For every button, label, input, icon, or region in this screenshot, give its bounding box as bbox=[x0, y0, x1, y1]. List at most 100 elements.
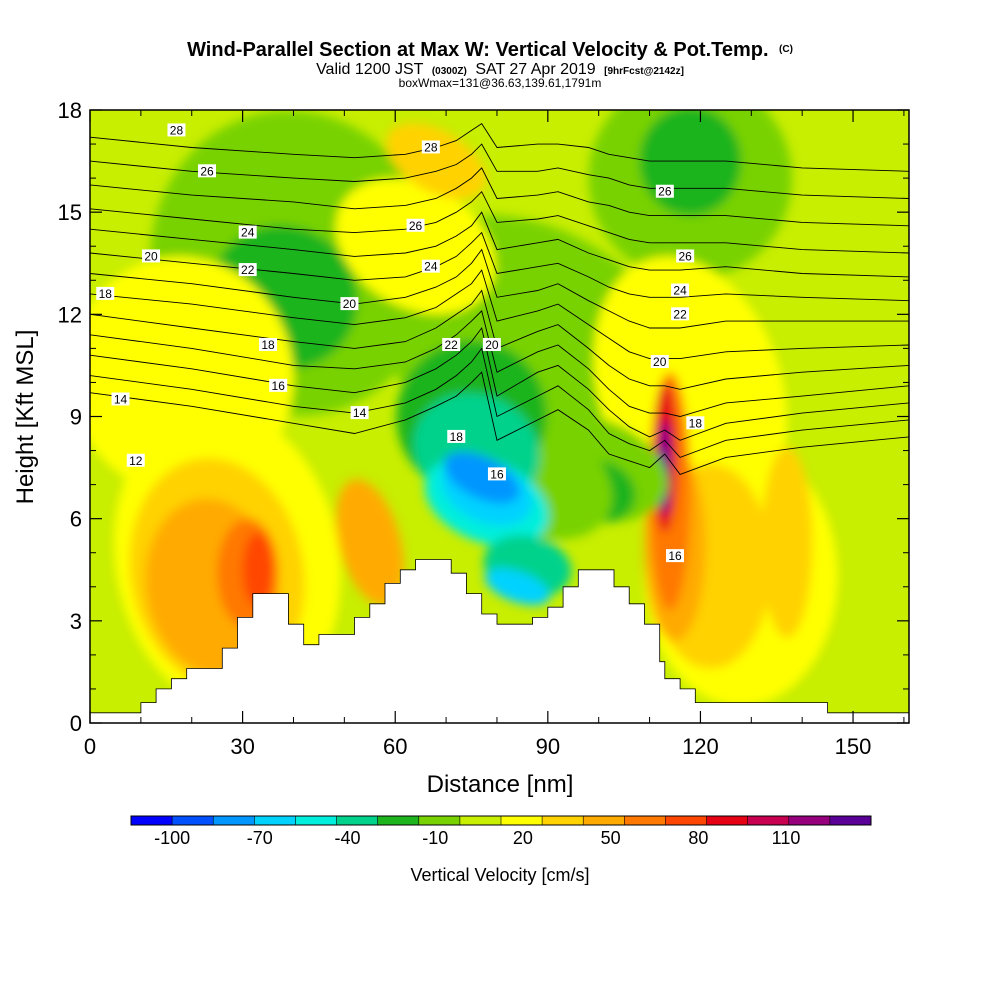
contour-label-bg bbox=[442, 337, 461, 351]
y-tick-label: 3 bbox=[70, 609, 82, 634]
contour-label: 18 bbox=[259, 337, 278, 352]
colorbar-swatch bbox=[295, 816, 338, 825]
contour-label-bg bbox=[421, 259, 440, 273]
theta-contour bbox=[90, 167, 909, 227]
contour-label-bg bbox=[650, 355, 669, 369]
terrain bbox=[90, 559, 909, 723]
colorbar-swatch bbox=[706, 816, 749, 825]
chart-subtitle-2: boxWmax=131@36.63,139.61,1791m bbox=[399, 76, 602, 90]
contour-label: 20 bbox=[142, 249, 161, 263]
colorbar-tick-label: 20 bbox=[513, 828, 533, 848]
contour-label-text: 28 bbox=[170, 123, 184, 137]
theta-contour bbox=[90, 231, 909, 302]
contour-label: 26 bbox=[655, 184, 674, 199]
colorbar-swatch bbox=[377, 816, 420, 825]
y-tick-label: 15 bbox=[58, 200, 82, 225]
theta-contour bbox=[90, 347, 909, 458]
x-axis: 0 30 60 90 120 150 bbox=[84, 110, 905, 759]
theta-contour bbox=[90, 190, 909, 254]
plot-area: 28 26 24 22 20 18 20 18 16 14 14 12 28 26 24 22 20 18 16 26… bbox=[90, 110, 909, 723]
contour-label: 24 bbox=[238, 225, 257, 240]
contour-label-bg bbox=[340, 297, 359, 311]
colorbar-swatch bbox=[829, 816, 872, 825]
x-tick-label: 90 bbox=[536, 734, 560, 759]
colorbar-tick-label: 50 bbox=[601, 828, 621, 848]
subtitle-forecast: [9hrFcst@2142z] bbox=[604, 66, 684, 77]
colorbar-swatch bbox=[172, 816, 214, 825]
colorbar-tick-label: 110 bbox=[772, 828, 801, 848]
colorbar-tick-label: -40 bbox=[335, 828, 361, 848]
contour-label-bg bbox=[126, 453, 145, 467]
contour-label: 14 bbox=[111, 392, 130, 406]
colorbar-swatch bbox=[418, 816, 461, 825]
contour-label: 16 bbox=[269, 378, 288, 393]
contour-label: 22 bbox=[238, 263, 257, 277]
theta-contour bbox=[90, 143, 909, 199]
colorbar-swatch bbox=[747, 816, 790, 825]
contour-label-bg bbox=[238, 225, 257, 239]
contour-label-text: 12 bbox=[129, 454, 143, 468]
y-axis-label: Height [Kft MSL] bbox=[12, 330, 39, 505]
x-tick-label: 30 bbox=[230, 734, 254, 759]
contour-label-text: 16 bbox=[668, 549, 682, 563]
subtitle-valid: Valid 1200 JST bbox=[316, 61, 424, 78]
y-tick-label: 0 bbox=[70, 711, 82, 736]
theta-contour bbox=[90, 326, 909, 441]
contour-label: 26 bbox=[676, 249, 695, 263]
contour-label: 28 bbox=[167, 123, 186, 137]
contour-label-text: 20 bbox=[144, 249, 158, 263]
velocity-cell bbox=[484, 568, 550, 606]
contour-label-text: 18 bbox=[99, 287, 113, 301]
x-tick-label: 0 bbox=[84, 734, 96, 759]
contour-label-text: 18 bbox=[450, 430, 464, 444]
theta-contour bbox=[90, 248, 909, 329]
colorbar-tick-label: -10 bbox=[422, 828, 448, 848]
velocity-cell bbox=[386, 123, 486, 200]
contour-label: 16 bbox=[666, 549, 684, 563]
x-tick-label: 60 bbox=[383, 734, 407, 759]
contour-label-text: 14 bbox=[114, 392, 128, 406]
velocity-cell bbox=[761, 447, 813, 638]
theta-contours bbox=[90, 122, 909, 475]
colorbar-swatch bbox=[583, 816, 625, 825]
contour-label: 20 bbox=[482, 337, 501, 352]
contour-label-bg bbox=[111, 392, 130, 406]
subtitle-date: SAT 27 Apr 2019 bbox=[475, 61, 595, 78]
contour-label-bg bbox=[487, 467, 506, 481]
contour-label: 22 bbox=[442, 337, 461, 352]
contour-label-bg bbox=[671, 307, 690, 321]
contour-label: 22 bbox=[671, 307, 690, 321]
colorbar-title: Vertical Velocity [cm/s] bbox=[410, 865, 589, 885]
contour-labels: 28 26 24 22 20 18 20 18 16 14 14 12 28 26 24 22 20 18 16 26… bbox=[96, 123, 705, 563]
x-tick-label: 120 bbox=[682, 734, 719, 759]
contour-label-bg bbox=[482, 337, 501, 351]
colorbar-swatch bbox=[336, 816, 379, 825]
contour-label-bg bbox=[269, 378, 288, 392]
contour-label-text: 22 bbox=[241, 263, 255, 277]
chart-title-text: Wind-Parallel Section at Max W: Vertical… bbox=[187, 39, 768, 61]
contour-label-bg bbox=[655, 184, 674, 198]
contour-label-bg bbox=[167, 123, 186, 137]
x-tick-label: 150 bbox=[835, 734, 872, 759]
colorbar-swatch bbox=[665, 816, 708, 825]
y-tick-label: 9 bbox=[70, 405, 82, 430]
contour-label: 24 bbox=[421, 259, 440, 274]
y-tick-label: 18 bbox=[58, 98, 82, 123]
contour-label-text: 22 bbox=[444, 338, 458, 352]
chart-title: Wind-Parallel Section at Max W: Vertical… bbox=[187, 39, 793, 61]
y-tick-label: 6 bbox=[70, 507, 82, 532]
colorbar-swatch bbox=[213, 816, 255, 825]
x-axis-label: Distance [nm] bbox=[427, 771, 574, 798]
contour-label-bg bbox=[421, 140, 440, 154]
contour-label: 24 bbox=[671, 283, 690, 297]
contour-label-text: 28 bbox=[424, 140, 438, 154]
velocity-cell bbox=[242, 532, 274, 608]
colorbar-swatch bbox=[501, 816, 543, 825]
colorbar-swatch bbox=[459, 816, 502, 825]
velocity-cell bbox=[335, 479, 404, 606]
contour-label-text: 26 bbox=[200, 164, 214, 178]
contour-label-text: 26 bbox=[658, 185, 672, 199]
contour-label-bg bbox=[666, 549, 684, 563]
chart-title-mark: (C) bbox=[779, 44, 793, 55]
